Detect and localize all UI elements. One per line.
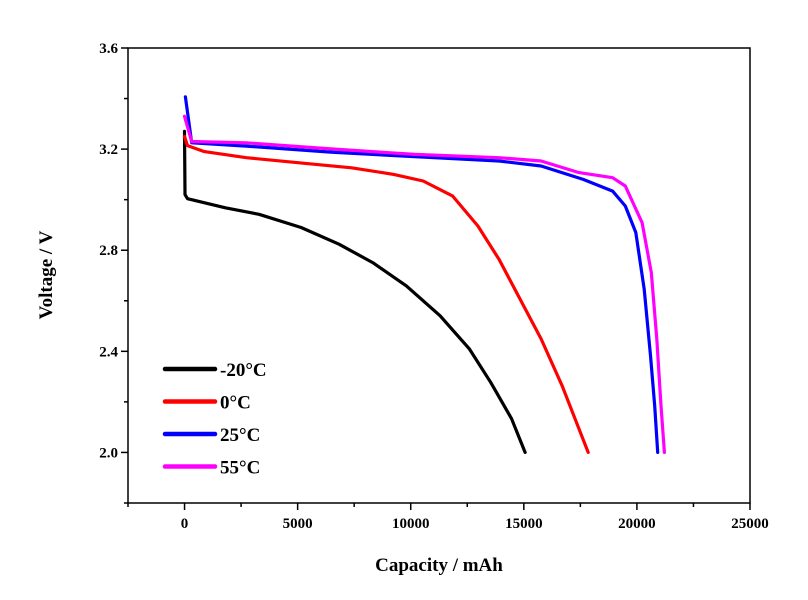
legend-label: 0°C <box>220 393 251 414</box>
plot-frame <box>127 47 751 504</box>
series-group <box>182 95 666 454</box>
x-tick-label: 10000 <box>392 516 430 532</box>
legend: -20°C 0°C 25°C 55°C <box>162 360 267 479</box>
legend-label: -20°C <box>220 360 267 381</box>
x-tick-label: 25000 <box>731 516 769 532</box>
series-line <box>183 95 660 454</box>
series-line <box>182 129 527 454</box>
y-tick-label: 2.8 <box>99 243 118 259</box>
x-tick-label: 15000 <box>505 516 543 532</box>
x-tick-label: 0 <box>181 516 189 532</box>
x-tick-label: 20000 <box>618 516 656 532</box>
y-tick-label: 3.6 <box>99 41 118 57</box>
axes: 0 5000 10000 15000 20000 25000 2.0 2.4 2.8 3.2 3.6 <box>99 41 769 532</box>
x-axis-label: Capacity / mAh <box>375 555 503 576</box>
y-tick-label: 2.4 <box>99 344 118 360</box>
series-line <box>182 114 666 454</box>
y-axis-label: Voltage / V <box>36 230 57 319</box>
legend-label: 25°C <box>220 425 260 446</box>
y-tick-label: 2.0 <box>99 445 118 461</box>
x-tick-label: 5000 <box>283 516 313 532</box>
series-line <box>182 134 590 454</box>
legend-label: 55°C <box>220 458 260 479</box>
y-tick-label: 3.2 <box>99 142 118 158</box>
